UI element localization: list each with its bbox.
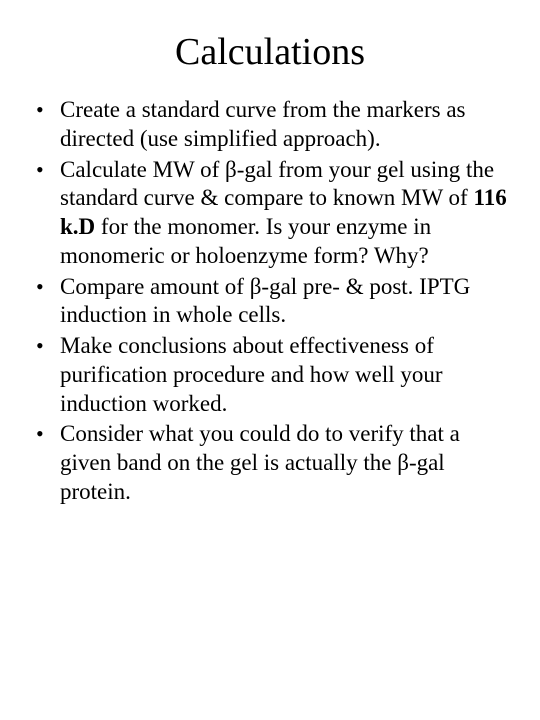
bullet-text: Make conclusions about effectiveness of … [60, 333, 443, 416]
bullet-list: Create a standard curve from the markers… [28, 96, 512, 507]
list-item: Create a standard curve from the markers… [28, 96, 512, 154]
list-item: Compare amount of β-gal pre- & post. IPT… [28, 273, 512, 331]
list-item: Consider what you could do to verify tha… [28, 420, 512, 506]
bullet-text: Create a standard curve from the markers… [60, 97, 466, 151]
list-item: Calculate MW of β-gal from your gel usin… [28, 156, 512, 271]
bullet-text: Compare amount of β-gal pre- & post. IPT… [60, 274, 470, 328]
bullet-text-post: for the monomer. Is your enzyme in monom… [60, 214, 431, 268]
bullet-text: Calculate MW of β-gal from your gel usin… [60, 157, 494, 211]
bullet-text: Consider what you could do to verify tha… [60, 421, 460, 504]
page-title: Calculations [28, 30, 512, 74]
list-item: Make conclusions about effectiveness of … [28, 332, 512, 418]
